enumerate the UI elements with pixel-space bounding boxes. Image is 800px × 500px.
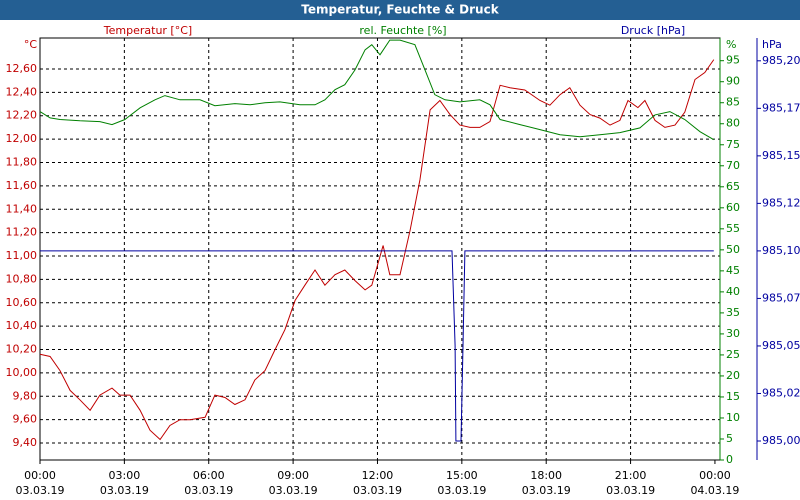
- series-line: [40, 250, 714, 442]
- y2-tick-label: 10: [726, 411, 740, 424]
- y3-tick-label: 985,10: [762, 244, 800, 257]
- x-tick-date: 03.03.19: [606, 484, 655, 497]
- y2-tick-label: 80: [726, 117, 740, 130]
- x-tick-label: 03:00: [109, 469, 141, 482]
- series-line: [39, 59, 715, 441]
- y-tick-label: 12,00: [6, 132, 38, 145]
- y-tick-label: 10,40: [6, 319, 38, 332]
- y3-tick-label: 985,20: [762, 54, 800, 67]
- x-tick-date: 03.03.19: [353, 484, 402, 497]
- y2-tick-label: 65: [726, 180, 740, 193]
- x-tick-date: 03.03.19: [269, 484, 318, 497]
- legend-label: rel. Feuchte [%]: [359, 24, 446, 37]
- x-tick-label: 15:00: [446, 469, 478, 482]
- y-tick-label: 12,40: [6, 85, 38, 98]
- y2-tick-label: 95: [726, 54, 740, 67]
- y3-tick-label: 985,07: [762, 291, 800, 304]
- y-tick-label: 12,60: [6, 62, 38, 75]
- y2-tick-label: 0: [726, 453, 733, 466]
- legend-label: Druck [hPa]: [621, 24, 685, 37]
- y3-tick-label: 985,12: [762, 196, 800, 209]
- x-tick-date: 04.03.19: [690, 484, 739, 497]
- y3-tick-label: 985,00: [762, 434, 800, 447]
- y-tick-label: 9,80: [13, 389, 38, 402]
- y2-tick-label: 20: [726, 369, 740, 382]
- y-tick-label: 10,00: [6, 366, 38, 379]
- x-tick-label: 12:00: [362, 469, 394, 482]
- x-tick-date: 03.03.19: [16, 484, 65, 497]
- y3-unit: hPa: [762, 38, 782, 51]
- y2-tick-label: 70: [726, 159, 740, 172]
- y2-tick-label: 60: [726, 201, 740, 214]
- chart-title: Temperatur, Feuchte & Druck: [301, 3, 499, 17]
- y-tick-label: 11,60: [6, 179, 38, 192]
- y2-tick-label: 90: [726, 75, 740, 88]
- legend-label: Temperatur [°C]: [103, 24, 192, 37]
- y2-tick-label: 75: [726, 138, 740, 151]
- y2-tick-label: 50: [726, 243, 740, 256]
- title-bar: [0, 0, 800, 20]
- x-tick-date: 03.03.19: [522, 484, 571, 497]
- y2-tick-label: 85: [726, 96, 740, 109]
- y3-tick-label: 985,05: [762, 339, 800, 352]
- y2-tick-label: 55: [726, 222, 740, 235]
- y2-tick-label: 35: [726, 306, 740, 319]
- y-tick-label: 11,40: [6, 202, 38, 215]
- y2-tick-label: 30: [726, 327, 740, 340]
- y-tick-label: 10,80: [6, 272, 38, 285]
- y-tick-label: 10,20: [6, 343, 38, 356]
- x-tick-date: 03.03.19: [437, 484, 486, 497]
- y-tick-label: 9,60: [13, 413, 38, 426]
- y-tick-label: 11,80: [6, 155, 38, 168]
- y-tick-label: 11,00: [6, 249, 38, 262]
- y2-tick-label: 40: [726, 285, 740, 298]
- y3-tick-label: 985,15: [762, 149, 800, 162]
- y-tick-label: 9,40: [13, 436, 38, 449]
- y3-tick-label: 985,02: [762, 386, 800, 399]
- y2-unit: %: [726, 38, 736, 51]
- y-tick-label: 10,60: [6, 296, 38, 309]
- x-tick-label: 06:00: [193, 469, 225, 482]
- x-tick-label: 18:00: [530, 469, 562, 482]
- series-line: [39, 39, 715, 141]
- y-tick-label: 11,20: [6, 226, 38, 239]
- x-tick-date: 03.03.19: [100, 484, 149, 497]
- y2-tick-label: 5: [726, 432, 733, 445]
- x-tick-label: 00:00: [24, 469, 56, 482]
- y-unit: °C: [24, 38, 38, 51]
- x-tick-label: 09:00: [277, 469, 309, 482]
- y2-tick-label: 15: [726, 390, 740, 403]
- x-tick-label: 00:00: [699, 469, 731, 482]
- y-tick-label: 12,20: [6, 109, 38, 122]
- x-tick-date: 03.03.19: [184, 484, 233, 497]
- y2-tick-label: 45: [726, 264, 740, 277]
- y3-tick-label: 985,17: [762, 101, 800, 114]
- x-tick-label: 21:00: [615, 469, 647, 482]
- y2-tick-label: 25: [726, 348, 740, 361]
